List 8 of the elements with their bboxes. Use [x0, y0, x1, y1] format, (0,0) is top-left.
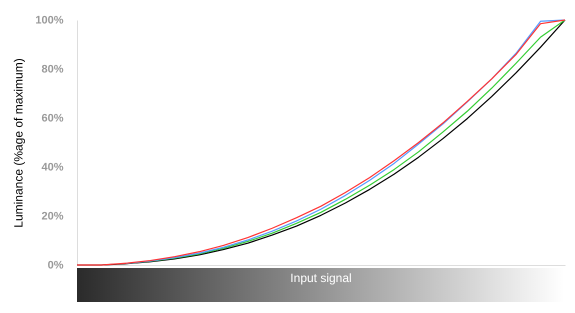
y-tick-label: 80%	[41, 64, 64, 76]
y-tick-label: 20%	[41, 210, 64, 222]
x-axis-title: Input signal	[290, 271, 352, 285]
y-tick-label: 60%	[41, 112, 64, 124]
y-tick-label: 100%	[35, 14, 64, 26]
y-tick-label: 40%	[41, 162, 64, 174]
y-axis-title: Luminance (%age of maximum)	[11, 58, 26, 228]
y-tick-label: 0%	[48, 260, 64, 272]
